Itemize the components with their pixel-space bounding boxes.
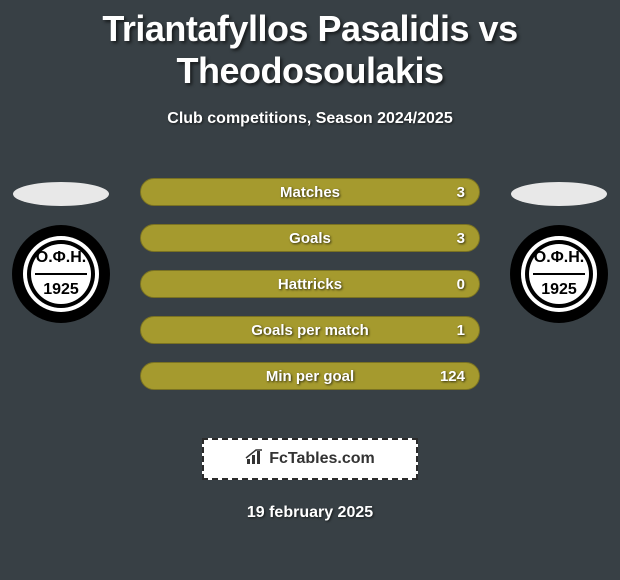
stat-bar-goals: Goals 3 [140, 224, 480, 252]
page-title: Triantafyllos Pasalidis vs Theodosoulaki… [0, 0, 620, 92]
stat-label: Goals [141, 230, 479, 247]
player-left-column: Ο.Φ.Η. 1925 [6, 158, 116, 324]
branding-text: FcTables.com [269, 450, 375, 468]
comparison-content: Ο.Φ.Η. 1925 Matches 3 Goals 3 Hattricks … [0, 158, 620, 418]
player-right-placeholder [511, 182, 607, 206]
stat-right-value: 3 [457, 184, 465, 201]
stat-bar-hattricks: Hattricks 0 [140, 270, 480, 298]
player-left-placeholder [13, 182, 109, 206]
stat-bar-matches: Matches 3 [140, 178, 480, 206]
stat-label: Goals per match [141, 322, 479, 339]
stat-bars: Matches 3 Goals 3 Hattricks 0 Goals per … [140, 178, 480, 390]
stat-right-value: 3 [457, 230, 465, 247]
stat-label: Hattricks [141, 276, 479, 293]
badge-year: 1925 [541, 281, 577, 298]
date-text: 19 february 2025 [0, 504, 620, 522]
club-badge-right: Ο.Φ.Η. 1925 [509, 224, 609, 324]
stat-label: Min per goal [141, 368, 479, 385]
stat-label: Matches [141, 184, 479, 201]
chart-icon [245, 449, 265, 470]
stat-right-value: 124 [440, 368, 465, 385]
stat-bar-goals-per-match: Goals per match 1 [140, 316, 480, 344]
subtitle: Club competitions, Season 2024/2025 [0, 110, 620, 128]
stat-right-value: 0 [457, 276, 465, 293]
club-badge-left: Ο.Φ.Η. 1925 [11, 224, 111, 324]
branding-link[interactable]: FcTables.com [202, 438, 418, 480]
badge-year: 1925 [43, 281, 79, 298]
badge-top-text: Ο.Φ.Η. [534, 249, 584, 266]
stat-bar-min-per-goal: Min per goal 124 [140, 362, 480, 390]
badge-top-text: Ο.Φ.Η. [36, 249, 86, 266]
stat-right-value: 1 [457, 322, 465, 339]
player-right-column: Ο.Φ.Η. 1925 [504, 158, 614, 324]
